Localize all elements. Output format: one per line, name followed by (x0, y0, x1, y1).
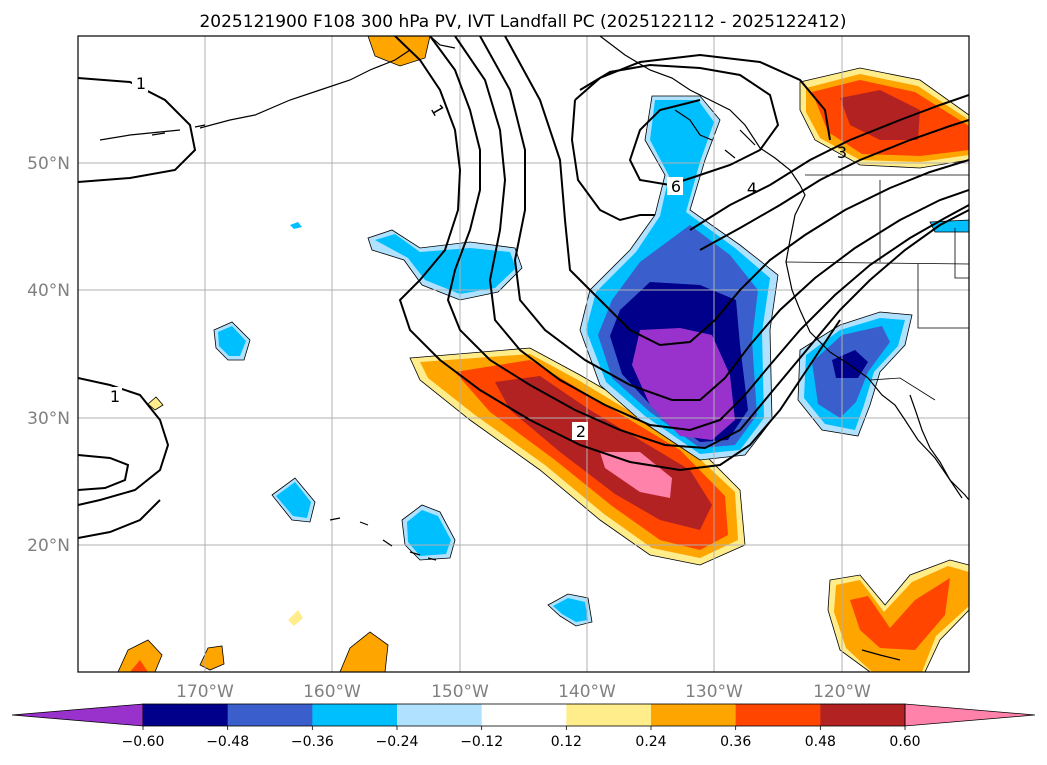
pv-contour-labels: 1 1 1 2 3 4 6 (106, 74, 847, 441)
fill-ne-darkred (840, 90, 920, 140)
fill-small-yellow2 (288, 610, 303, 626)
label-bg (106, 387, 122, 405)
x-tick-label: 160°W (303, 682, 361, 702)
x-tick-label: 130°W (685, 682, 743, 702)
x-tick-label: 150°W (431, 682, 489, 702)
pv-label-4: 4 (747, 179, 757, 198)
pv-label-6: 6 (671, 177, 681, 196)
chart-title: 2025121900 F108 300 hPa PV, IVT Landfall… (199, 12, 846, 32)
x-tick-label: 140°W (558, 682, 616, 702)
pv-contour-trough-3 (454, 36, 969, 432)
y-tick-labels: 20°N 30°N 40°N 50°N (27, 154, 70, 556)
colorbar-tick-label: 0.36 (720, 734, 751, 750)
colorbar-segment (481, 704, 567, 726)
fill-band-pink (600, 452, 672, 498)
pv-contour-trough-1 (394, 36, 841, 472)
coastlines (99, 36, 969, 661)
colorbar-tick-label: 0.24 (635, 734, 666, 750)
pv-contour-trough-2 (429, 36, 969, 450)
fill-bl2 (199, 645, 225, 671)
colorbar-segment (312, 704, 398, 726)
fill-north-orange (367, 36, 431, 67)
y-tick-label: 30°N (27, 409, 70, 429)
pv-contour-4 (699, 119, 969, 251)
graticule (78, 36, 969, 672)
colorbar-extend-max (904, 703, 1036, 727)
colorbar-tick-label: 0.48 (805, 734, 836, 750)
label-bg (572, 422, 588, 440)
negative-anomaly-fill (213, 95, 969, 627)
fill-bl3 (339, 631, 389, 672)
x-tick-label: 170°W (176, 682, 234, 702)
colorbar-segment (735, 704, 821, 726)
colorbar-tick-label: −0.36 (291, 734, 334, 750)
fill-bl1-red (130, 660, 148, 672)
fill-neg-purple (632, 328, 735, 440)
colorbar-segment (397, 704, 483, 726)
map-frame (77, 35, 970, 673)
colorbar-tick-label: 0.60 (889, 734, 920, 750)
positive-anomaly-fill (117, 36, 969, 672)
fill-tiny (290, 222, 302, 229)
x-tick-labels: 170°W 160°W 150°W 140°W 130°W 120°W (176, 682, 871, 702)
y-tick-label: 40°N (27, 281, 70, 301)
colorbar-segment (143, 704, 229, 726)
fill-bl1 (117, 639, 163, 672)
pv-label-1a: 1 (136, 74, 146, 93)
pv-contour-outer-ne (574, 53, 831, 141)
colorbar-segment (227, 704, 313, 726)
colorbar-tick-label: −0.60 (122, 734, 165, 750)
fill-hw-blob-c (276, 482, 311, 518)
colorbar-extend-min (11, 703, 144, 727)
label-bg (667, 177, 683, 195)
colorbar-tick-label: −0.24 (376, 734, 419, 750)
fill-w-blob-c (218, 326, 246, 356)
pv-label-3: 3 (837, 143, 847, 162)
pv-contour-trough-5 (504, 36, 969, 347)
pv-contours (78, 36, 969, 539)
pv-contour-low (570, 99, 655, 222)
pv-label-2: 2 (576, 422, 586, 441)
colorbar: −0.60 −0.48 −0.36 −0.24 −0.12 0.12 0.24 0.36 0.4… (11, 703, 1036, 750)
colorbar-segment (651, 704, 737, 726)
fill-small-yellow (147, 396, 164, 411)
pv-contour-3 (689, 94, 969, 231)
colorbar-tick-label: −0.12 (460, 734, 503, 750)
pv-contour-2-w (78, 454, 130, 491)
map-panel: 1 1 1 2 3 4 6 (78, 36, 969, 672)
colorbar-frame (142, 703, 906, 727)
pv-contour-1-sw (78, 499, 161, 539)
pv-label-1b: 1 (110, 387, 120, 406)
pv-contour-trough-4 (479, 36, 969, 401)
fill-s-blob-c (553, 598, 588, 622)
colorbar-segment (566, 704, 652, 726)
colorbar-tick-label: 0.12 (551, 734, 582, 750)
y-tick-label: 50°N (27, 154, 70, 174)
fill-mid-cyan (375, 234, 516, 294)
pv-contour-6 (579, 63, 780, 187)
x-tick-label: 120°W (813, 682, 871, 702)
fill-se-red (850, 578, 950, 650)
colorbar-tick-label: −0.48 (206, 734, 249, 750)
fill-wa-blob (929, 219, 969, 233)
colorbar-segment (820, 704, 906, 726)
label-bg (132, 74, 148, 92)
y-tick-label: 20°N (27, 536, 70, 556)
